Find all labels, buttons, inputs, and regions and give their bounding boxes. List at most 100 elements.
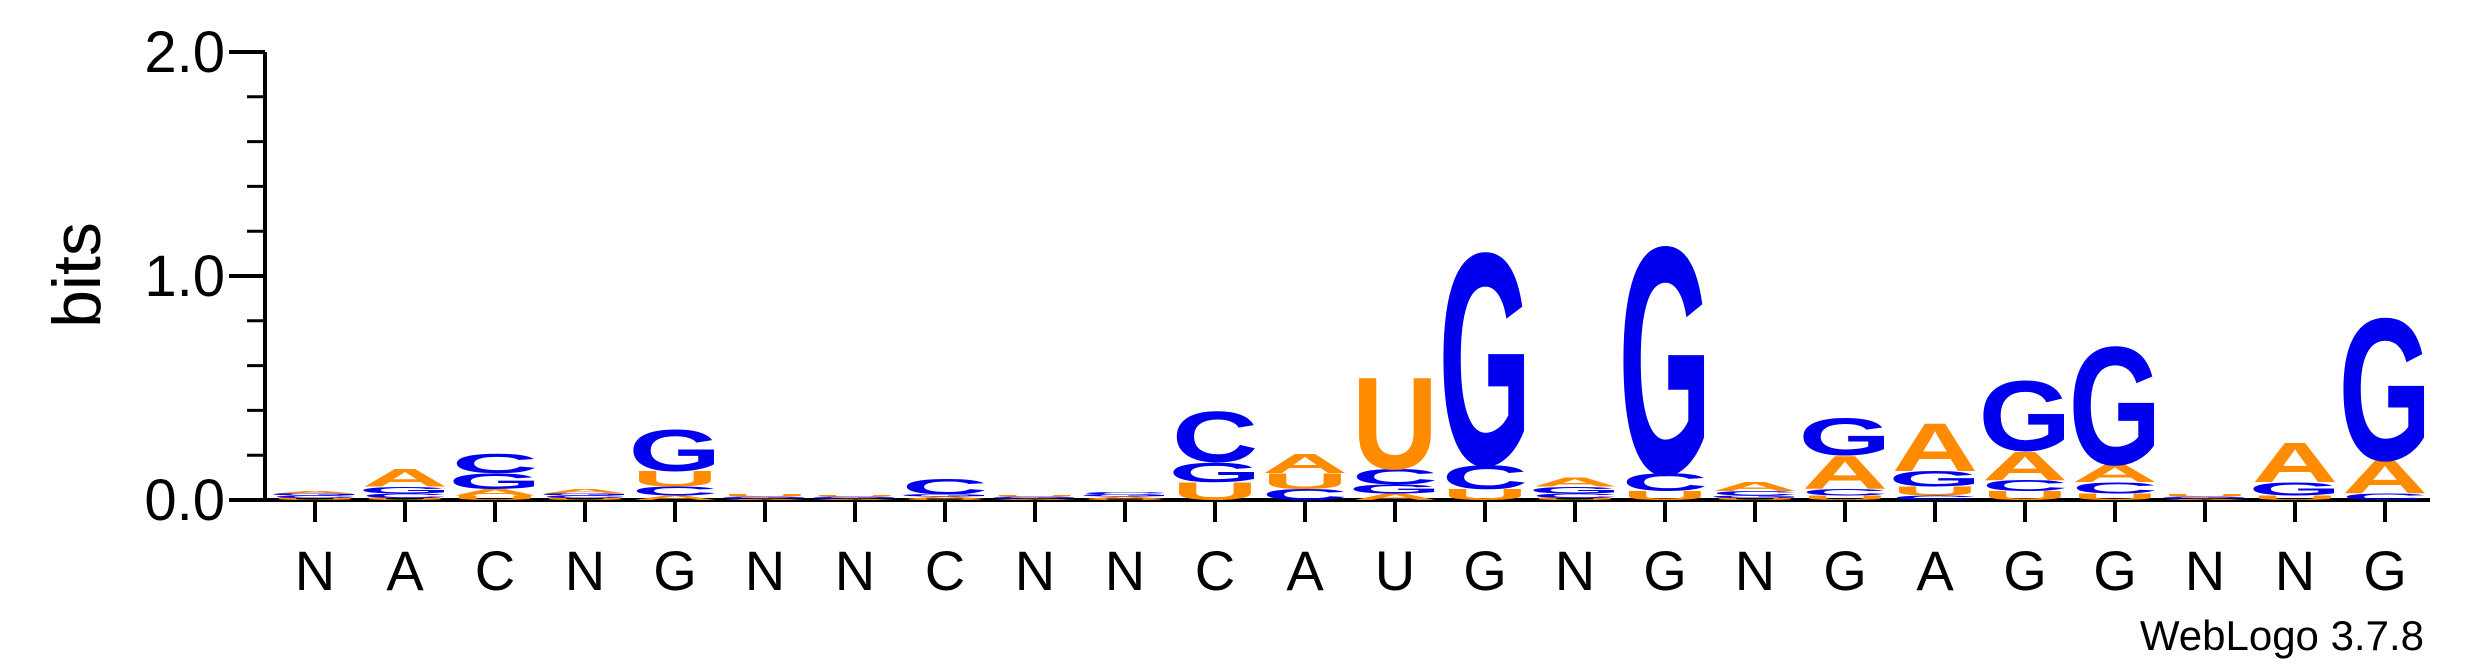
- y-tick-label: 2.0: [144, 20, 225, 85]
- logo-glyph-a: A: [452, 487, 538, 498]
- logo-glyph-c: C: [1712, 490, 1798, 497]
- logo-glyph-a: A: [992, 499, 1078, 501]
- x-tick-label: N: [295, 539, 335, 602]
- logo-glyph-a: A: [2252, 431, 2338, 494]
- logo-glyph-u: U: [452, 494, 538, 501]
- logo-glyph-g: G: [1349, 482, 1442, 496]
- logo-glyph-a: A: [1712, 480, 1798, 494]
- logo-glyph-g: G: [539, 493, 632, 496]
- logo-glyph-a: A: [1982, 443, 2068, 489]
- logo-glyph-c: C: [1802, 487, 1888, 498]
- logo-glyph-a: A: [632, 494, 718, 501]
- logo-glyph-g: G: [1709, 495, 1802, 498]
- x-tick-label: N: [2185, 539, 2225, 602]
- logo-glyph-a: A: [2162, 499, 2248, 501]
- logo-column: CUA: [1262, 448, 1348, 504]
- x-tick-label: N: [1555, 539, 1595, 602]
- logo-glyph-a: A: [1532, 475, 1618, 489]
- x-tick-label: U: [1375, 539, 1415, 602]
- x-tick-label: G: [1463, 539, 1507, 602]
- logo-glyph-c: C: [362, 492, 448, 499]
- y-tick-label: 1.0: [144, 244, 225, 309]
- x-tick-label: N: [1105, 539, 1145, 602]
- logo-glyph-g: G: [1619, 178, 1712, 542]
- logo-column: UGC: [1169, 397, 1262, 506]
- y-tick-label: 0.0: [144, 468, 225, 533]
- logo-glyph-c: C: [902, 475, 988, 499]
- logo-glyph-u: U: [1172, 478, 1258, 506]
- logo-glyph-c: C: [632, 484, 718, 498]
- logo-glyph-u: U: [1892, 484, 1978, 498]
- logo-glyph-g: G: [1079, 494, 1172, 497]
- logo-glyph-g: G: [269, 493, 362, 496]
- logo-glyph-g: G: [2339, 277, 2432, 504]
- logo-glyph-g: G: [359, 485, 452, 496]
- logo-glyph-c: C: [2072, 479, 2158, 496]
- logo-glyph-u: U: [1802, 494, 1888, 501]
- logo-glyph-c: C: [452, 448, 538, 479]
- x-tick-label: G: [2003, 539, 2047, 602]
- logo-glyph-u: U: [1712, 497, 1798, 500]
- logo-glyph-u: U: [2162, 494, 2248, 497]
- logo-column: UCG: [1619, 178, 1712, 542]
- logo-glyph-u: U: [902, 499, 988, 501]
- axes: 0.0 1.0 2.0: [144, 20, 2430, 533]
- logo-glyph-g: G: [809, 496, 902, 498]
- logo-glyph-c: C: [1442, 457, 1528, 496]
- logo-glyph-a: A: [1082, 496, 1168, 499]
- x-tick-label: G: [2093, 539, 2137, 602]
- logo-glyph-a: A: [542, 488, 628, 495]
- logo-glyph-c: C: [1622, 469, 1708, 497]
- logo-glyph-c: C: [1982, 477, 2068, 494]
- logo-glyph-c: C: [272, 495, 358, 498]
- logo-column: UCG: [1439, 189, 1532, 529]
- logo-glyph-a: A: [272, 490, 358, 493]
- logo-glyph-a: A: [812, 499, 898, 501]
- x-tick-label: N: [2275, 539, 2315, 602]
- logo-glyph-u: U: [722, 494, 808, 497]
- logo-glyph-g: G: [899, 494, 992, 497]
- logo-glyph-c: C: [542, 495, 628, 498]
- x-tick-label: N: [565, 539, 605, 602]
- logo-glyph-c: C: [722, 497, 808, 499]
- x-tick-label: A: [386, 539, 424, 602]
- x-tick-label: C: [475, 539, 515, 602]
- logo-stacks: UCGAUCGAUAGCUCGAACUGACGUACGUUAGCACGUUAGC…: [269, 178, 2432, 542]
- logo-glyph-u: U: [2252, 494, 2338, 501]
- x-tick-label: N: [1015, 539, 1055, 602]
- logo-glyph-g: G: [2159, 496, 2252, 498]
- x-tick-label: G: [2363, 539, 2407, 602]
- logo-glyph-c: C: [2162, 497, 2248, 499]
- logo-glyph-g: G: [1799, 407, 1892, 467]
- logo-glyph-c: C: [992, 497, 1078, 499]
- logo-glyph-c: C: [1082, 492, 1168, 495]
- logo-glyph-a: A: [362, 464, 448, 492]
- x-tick-label: G: [1643, 539, 1687, 602]
- logo-glyph-u: U: [1982, 489, 2068, 503]
- logo-glyph-u: U: [542, 497, 628, 500]
- logo-glyph-u: U: [632, 467, 718, 491]
- logo-glyph-g: G: [1439, 189, 1532, 529]
- logo-glyph-c: C: [2342, 491, 2428, 502]
- x-tick-label: N: [745, 539, 785, 602]
- logo-glyph-u: U: [992, 495, 1078, 497]
- logo-glyph-a: A: [2342, 451, 2428, 503]
- logo-glyph-u: U: [272, 497, 358, 500]
- logo-glyph-c: C: [1892, 494, 1978, 501]
- logo-glyph-g: G: [1889, 467, 1982, 491]
- logo-glyph-g: G: [1169, 457, 1262, 488]
- x-tick-label: C: [925, 539, 965, 602]
